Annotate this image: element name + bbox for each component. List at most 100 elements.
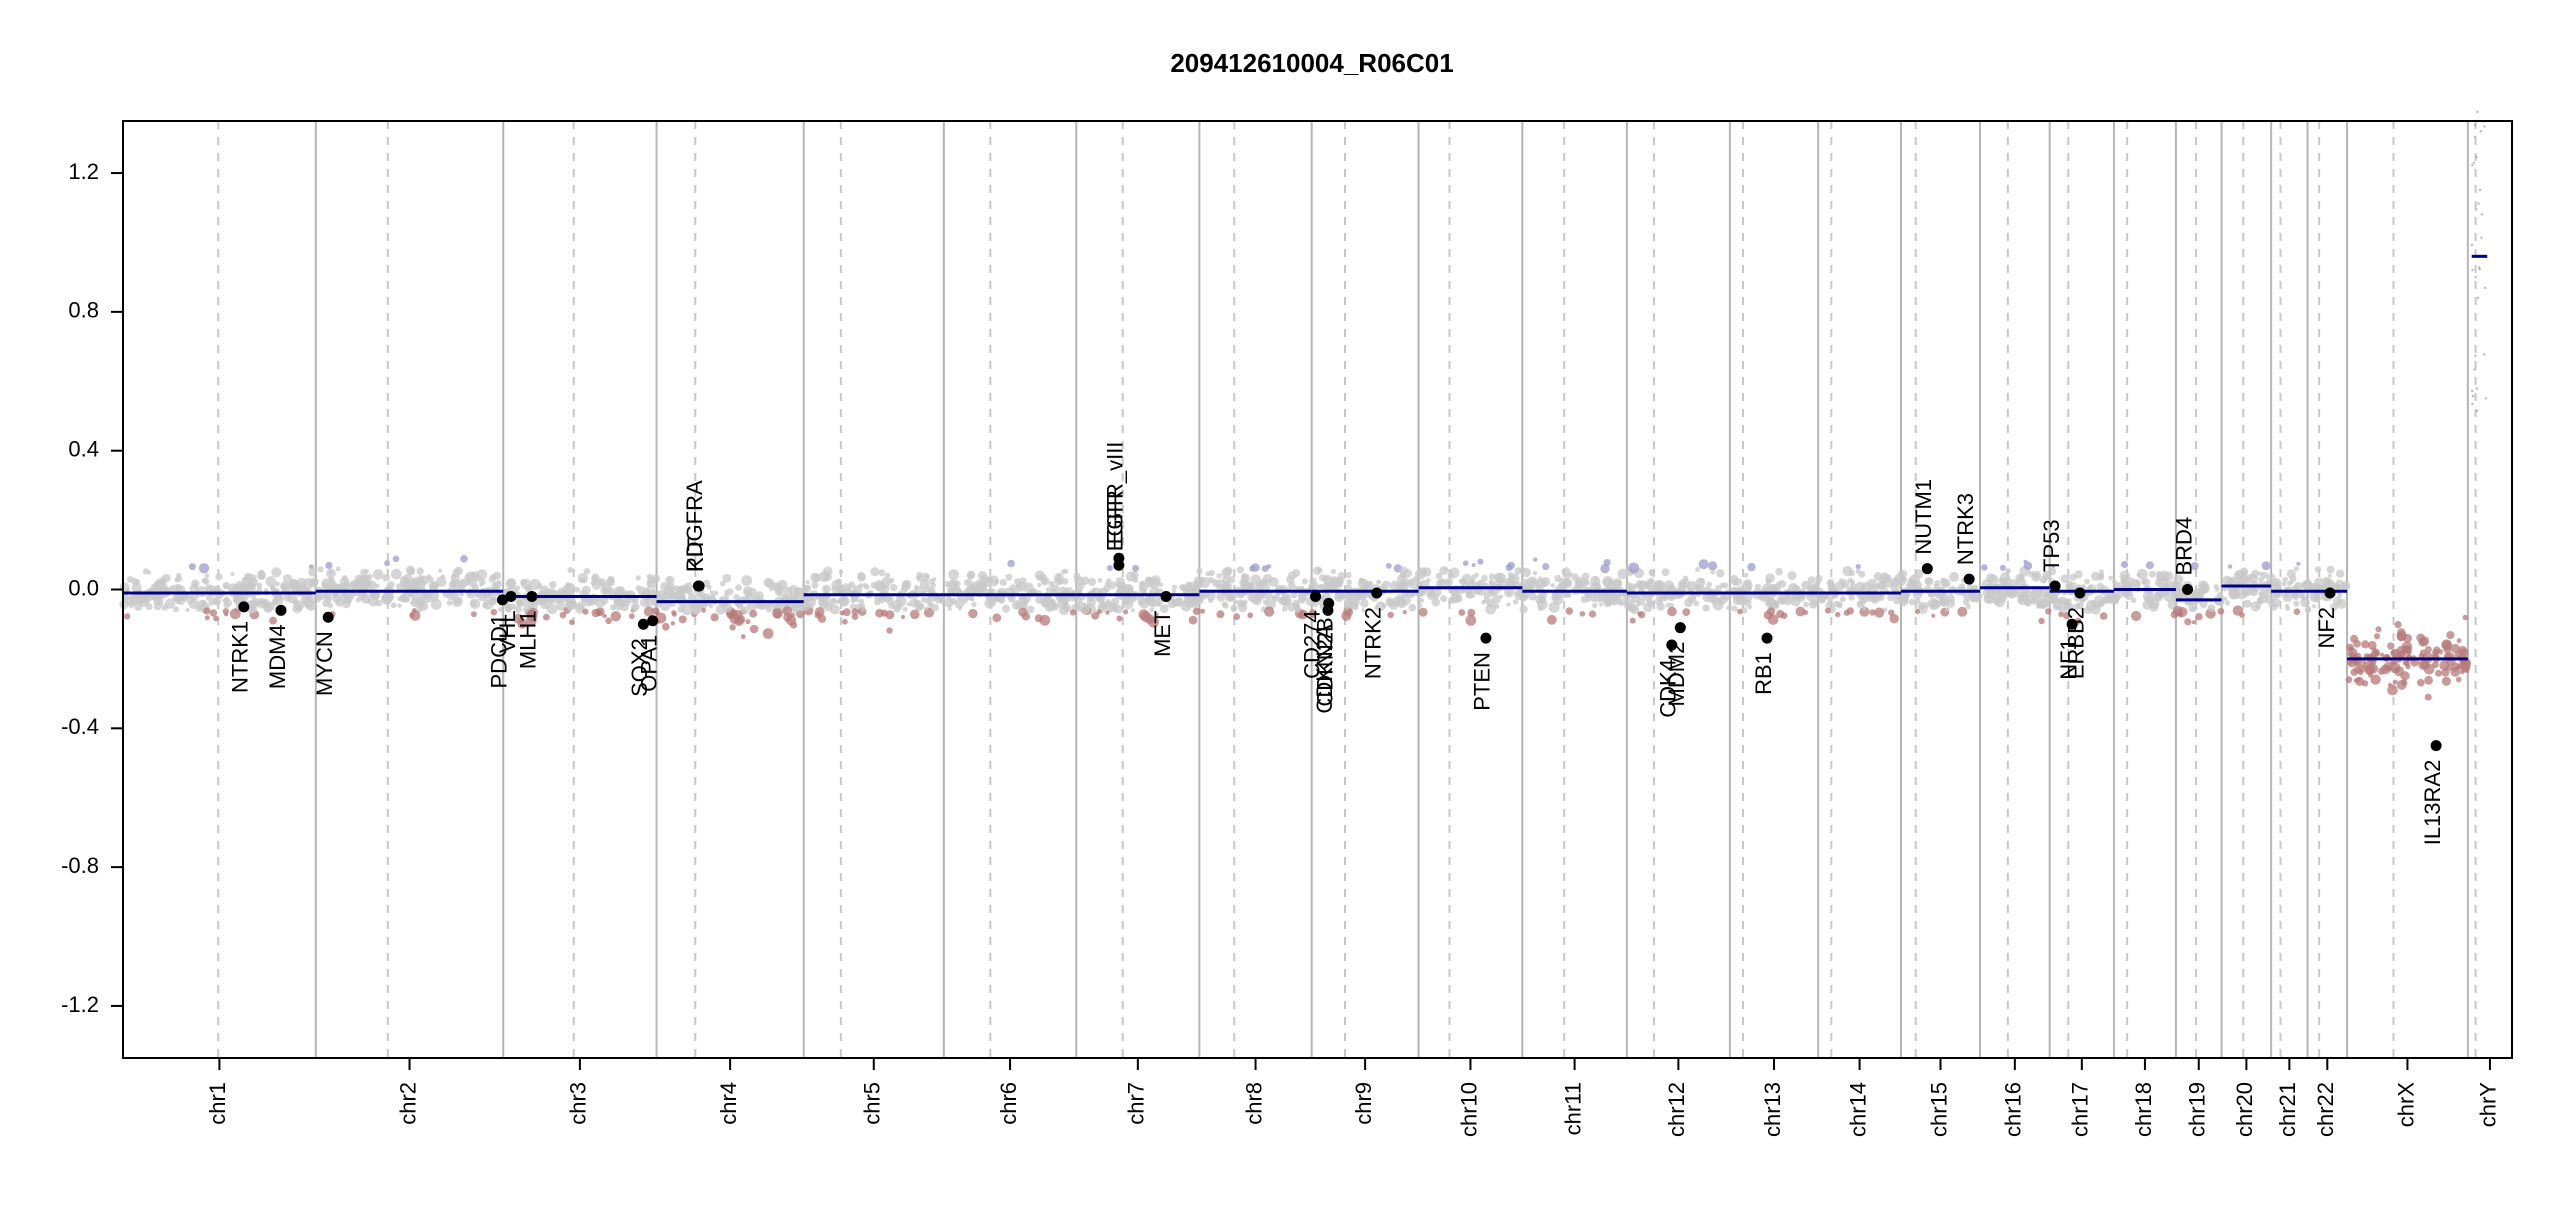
probe-point [2224,600,2231,606]
probe-point [1564,573,1571,580]
probe-point [928,602,934,607]
probe-point [224,612,229,617]
probe-point [1474,572,1479,578]
probe-point [2031,596,2037,603]
gene-label: PDCD1 [486,614,511,689]
probe-point [1766,599,1775,608]
probe-point [2379,652,2385,657]
probe-point [988,587,994,593]
probe-point [361,574,371,585]
x-tick-label: chr16 [2001,1082,2026,1137]
probe-point [858,598,864,604]
probe-point [613,600,624,611]
probe-point [2144,595,2155,605]
probe-point [790,621,798,629]
gene-label: BRD4 [2171,517,2196,576]
probe-point [1415,568,1426,580]
probe-point [454,566,463,576]
probe-point [1109,581,1117,590]
gene-marker [1480,632,1492,644]
probe-point [2371,647,2377,653]
probe-point [2373,633,2381,640]
probe-point [880,609,888,617]
y-tick-label: -1.2 [61,992,99,1017]
probe-point [244,572,252,581]
probe-point [2471,163,2474,167]
probe-point [349,595,354,600]
gene-label: NF1 [2056,638,2081,680]
probe-point [2483,353,2486,356]
probe-point [2145,561,2154,570]
probe-point [1266,564,1272,569]
probe-point [1629,617,1636,624]
probe-point [238,592,249,602]
probe-point [2045,608,2052,615]
probe-point [258,573,265,581]
probe-point [2088,584,2093,589]
probe-point [701,608,706,613]
probe-point [1801,580,1811,590]
probe-point [2424,646,2432,654]
probe-point [2473,123,2477,127]
probe-point [1485,603,1497,615]
probe-point [1075,586,1083,594]
probe-point [2190,562,2199,571]
probe-point [1180,584,1188,592]
probe-point [646,580,653,586]
probe-point [673,585,680,592]
probe-point [423,593,433,603]
probe-point [1747,605,1753,610]
probe-point [203,607,211,615]
probe-point [1040,576,1050,586]
probe-point [175,575,183,582]
probe-point [635,575,641,581]
y-tick-label: 0.8 [68,298,99,323]
gene-label: NTRK2 [1361,607,1386,679]
probe-point [2163,591,2174,602]
probe-point [1999,564,2006,572]
probe-point [1199,577,1205,583]
probe-point [1698,559,1709,570]
probe-point [772,582,781,591]
probe-point [605,617,612,625]
probe-point [1840,579,1850,589]
probe-point [1216,573,1222,579]
probe-point [399,576,408,585]
probe-point [1824,607,1831,614]
probe-point [196,599,208,611]
probe-point [543,613,550,621]
probe-point [1360,599,1369,608]
probe-point [762,628,774,639]
probe-point [1297,595,1307,604]
x-tick-label: chr5 [860,1082,885,1125]
probe-point [1760,596,1767,603]
probe-point [1154,612,1159,617]
probe-point [2435,669,2443,677]
gene-marker [1371,587,1383,599]
probe-point [1850,579,1855,585]
probe-point [1533,557,1538,562]
probe-point [1682,608,1691,616]
probe-point [1057,597,1069,609]
probe-point [2416,633,2425,643]
probe-point [1447,572,1455,580]
probe-point [1731,579,1738,586]
probe-point [2251,569,2260,579]
probe-point [2462,614,2469,621]
probe-point [1550,583,1555,588]
probe-point [1538,576,1543,581]
probe-point [256,586,263,593]
probe-point [1488,579,1494,584]
probe-point [328,576,334,582]
probe-point [800,586,808,594]
probe-point [1096,609,1102,615]
probe-point [287,593,298,604]
probe-point [845,586,852,593]
gene-marker [505,590,517,602]
gene-marker [322,611,334,623]
probe-point [1132,564,1140,572]
probe-point [1111,597,1120,606]
probe-point [2067,598,2072,603]
probe-point [2364,666,2375,676]
probe-point [2222,575,2232,586]
